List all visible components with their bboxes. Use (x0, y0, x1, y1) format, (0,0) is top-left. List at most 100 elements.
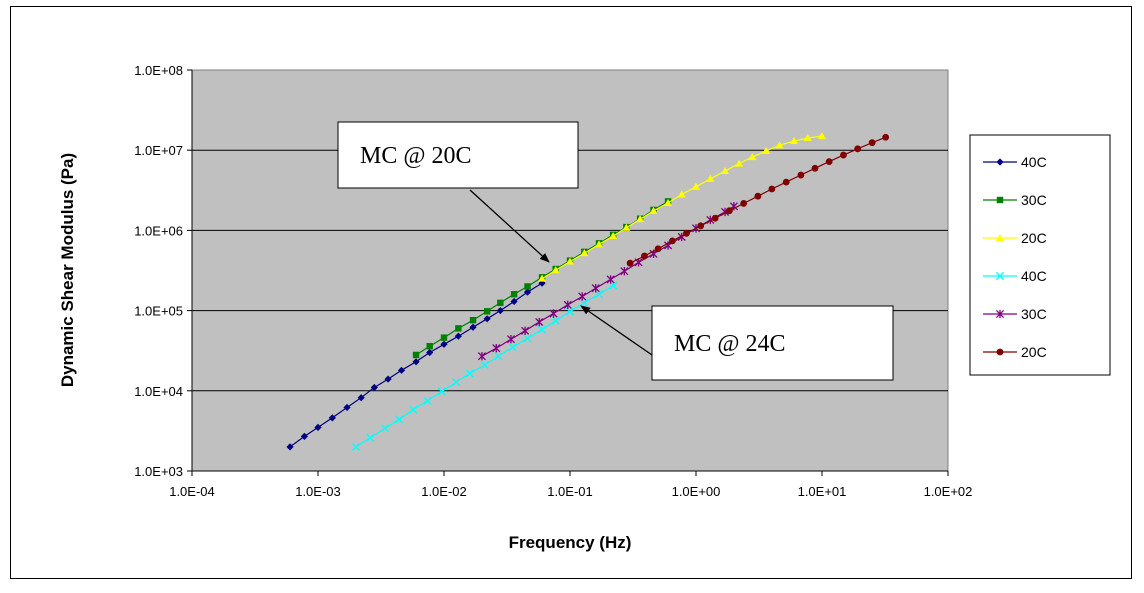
data-point (506, 334, 516, 344)
data-point (754, 192, 762, 200)
data-point (825, 158, 833, 166)
data-point (551, 316, 560, 325)
data-point (537, 325, 547, 334)
data-point (483, 315, 491, 323)
callout-arrow-24c (580, 305, 653, 356)
legend-label: 20C (1021, 230, 1047, 246)
data-point (357, 394, 365, 402)
data-point (328, 414, 336, 422)
y-tick-label: 1.0E+08 (134, 63, 183, 78)
callout-text-24c: MC @ 24C (674, 331, 785, 357)
y-tick-label: 1.0E+07 (134, 143, 183, 158)
series-layer (286, 132, 890, 451)
x-tick-label: 1.0E+01 (798, 484, 847, 499)
legend-label: 40C (1021, 268, 1047, 284)
data-point (591, 284, 600, 293)
callout-mc-20c: MC @ 20C (337, 121, 579, 263)
legend-swatch-marker (996, 348, 1004, 356)
legend-box (969, 134, 1111, 376)
data-point (551, 266, 560, 274)
legend-item: 20C (983, 344, 1047, 360)
data-point (782, 178, 790, 186)
series-2 (538, 132, 826, 282)
data-point (426, 348, 434, 357)
data-point (496, 307, 504, 315)
data-point (578, 292, 587, 301)
data-point (394, 415, 404, 424)
data-point (606, 275, 615, 284)
data-point (397, 366, 406, 374)
legend-item: 30C (983, 192, 1047, 208)
legend: 40C 30C 20C 40C 30C 20C (983, 154, 1047, 360)
data-point (452, 378, 461, 387)
data-point (351, 442, 361, 451)
data-point (465, 369, 474, 378)
data-point (840, 151, 847, 159)
series-5 (626, 133, 890, 267)
data-point (314, 423, 322, 431)
data-point (641, 252, 648, 260)
data-point (697, 222, 705, 230)
series-3 (351, 281, 618, 451)
series-0 (286, 279, 546, 451)
data-point (477, 352, 486, 361)
callout-box-24c (651, 305, 894, 381)
x-tick-label: 1.0E-04 (169, 484, 215, 499)
data-point (649, 206, 658, 214)
data-point (370, 383, 378, 392)
data-point (683, 229, 690, 237)
data-point (868, 139, 876, 147)
data-point (790, 137, 799, 145)
legend-label: 20C (1021, 344, 1047, 360)
y-axis-title: Dynamic Shear Modulus (Pa) (58, 153, 77, 387)
data-point (409, 405, 418, 414)
y-tick-label: 1.0E+04 (134, 384, 183, 399)
legend-swatch-marker (996, 196, 1004, 204)
data-point (523, 334, 532, 343)
data-point (510, 297, 518, 306)
callout-mc-24c: MC @ 24C (580, 305, 894, 381)
data-point (735, 159, 744, 167)
data-point (366, 433, 375, 442)
data-point (654, 245, 662, 253)
data-point (440, 340, 448, 348)
data-point (811, 164, 819, 172)
data-point (384, 375, 392, 383)
data-point (775, 141, 784, 149)
data-point (594, 290, 604, 299)
data-point (286, 443, 294, 451)
legend-label: 30C (1021, 192, 1047, 208)
y-tick-label: 1.0E+06 (134, 223, 183, 238)
data-point (609, 232, 618, 240)
data-point (455, 325, 462, 332)
legend-item: 30C (983, 306, 1047, 322)
data-point (494, 352, 503, 361)
data-point (762, 146, 771, 154)
x-tick-label: 1.0E+02 (924, 484, 973, 499)
data-point (620, 266, 629, 276)
data-point (380, 424, 390, 433)
data-point (818, 132, 826, 140)
data-point (626, 259, 634, 267)
data-point (740, 200, 748, 207)
data-point (882, 133, 890, 141)
y-tick-labels: 1.0E+03 1.0E+04 1.0E+05 1.0E+06 1.0E+07 1.0E+… (134, 63, 192, 479)
data-point (580, 249, 589, 257)
data-point (426, 342, 433, 350)
data-point (566, 257, 574, 265)
data-point (636, 215, 645, 223)
x-tick-label: 1.0E-02 (421, 484, 467, 499)
data-point (711, 214, 719, 222)
legend-label: 30C (1021, 306, 1047, 322)
legend-item: 40C (983, 154, 1047, 170)
data-point (538, 274, 547, 282)
data-point (563, 300, 572, 310)
data-point (510, 291, 518, 298)
data-point (797, 171, 805, 179)
data-point (343, 403, 351, 412)
data-point (565, 307, 575, 316)
data-point (521, 326, 530, 335)
data-point (508, 343, 517, 352)
data-point (524, 283, 531, 290)
